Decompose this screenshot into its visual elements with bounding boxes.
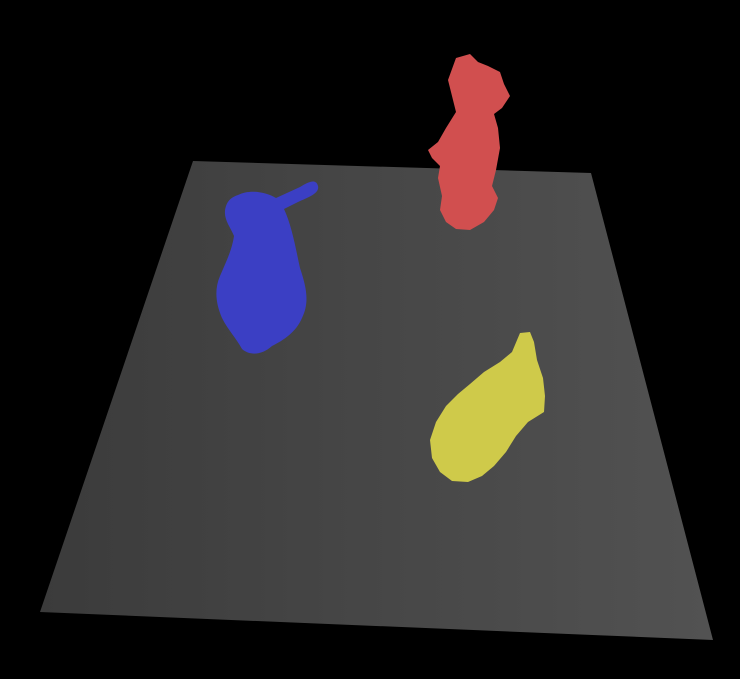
yellow-object <box>430 332 545 482</box>
ground-plane <box>40 161 713 640</box>
red-object <box>428 54 510 230</box>
blue-object <box>216 181 319 354</box>
